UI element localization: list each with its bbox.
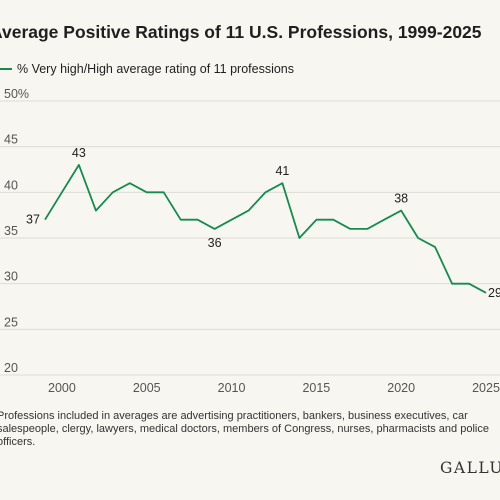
legend-swatch <box>0 68 12 70</box>
brand-logo: GALLUP <box>440 459 500 477</box>
x-axis-tick-labels: 2000 2005 2010 2015 2020 2025 <box>48 381 500 395</box>
x-tick-label-2005: 2005 <box>133 381 161 395</box>
footnote: Professions included in averages are adv… <box>0 410 489 448</box>
y-axis-tick-labels: 20 25 30 35 40 45 50% <box>4 87 29 375</box>
x-tick-label-2010: 2010 <box>218 381 246 395</box>
data-labels: 37 43 36 41 38 29 <box>26 146 500 300</box>
data-label-2009: 36 <box>208 236 222 250</box>
data-label-1999: 37 <box>26 213 40 227</box>
y-tick-label-20: 20 <box>4 361 18 375</box>
x-tick-label-2015: 2015 <box>302 381 330 395</box>
y-tick-label-25: 25 <box>4 315 18 329</box>
y-tick-label-30: 30 <box>4 270 18 284</box>
series-line-layer <box>44 163 487 294</box>
data-label-2001: 43 <box>72 146 86 160</box>
y-tick-label-50: 50% <box>4 87 29 101</box>
y-tick-label-40: 40 <box>4 178 18 192</box>
x-tick-label-2020: 2020 <box>387 381 415 395</box>
data-label-2020: 38 <box>394 192 408 206</box>
x-tick-label-2000: 2000 <box>48 381 76 395</box>
y-tick-label-45: 45 <box>4 133 18 147</box>
legend: % Very high/High average rating of 11 pr… <box>0 62 294 76</box>
gridlines <box>0 100 500 376</box>
data-label-2025: 29 <box>488 286 500 300</box>
data-label-2013: 41 <box>275 164 289 178</box>
series-line-0 <box>44 163 487 294</box>
y-tick-label-35: 35 <box>4 224 18 238</box>
legend-label: % Very high/High average rating of 11 pr… <box>17 62 295 76</box>
x-tick-label-2025: 2025 <box>472 381 500 395</box>
chart-title: Average Positive Ratings of 11 U.S. Prof… <box>0 22 482 42</box>
